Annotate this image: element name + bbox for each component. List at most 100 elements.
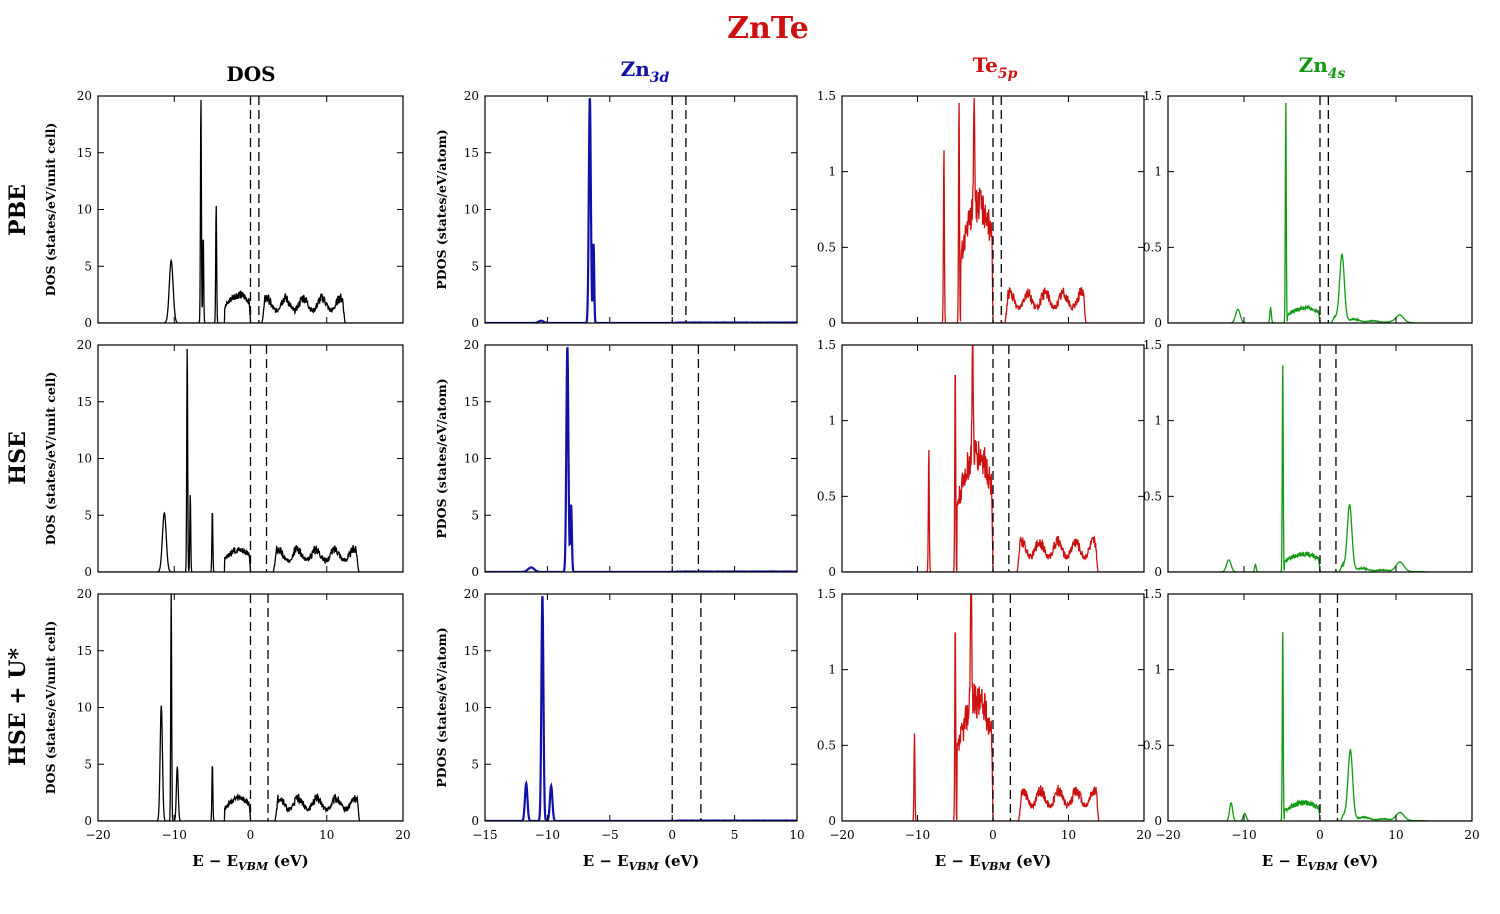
dos-curve — [485, 347, 797, 572]
column-header-dos: DOS — [226, 62, 275, 86]
column-header-zn4s-sub: 4s — [1328, 66, 1346, 82]
dos-curve — [1168, 365, 1472, 572]
y-tick-label: 1.5 — [817, 338, 836, 352]
y-tick-label: 5 — [471, 508, 479, 522]
y-tick-label: 0 — [471, 565, 479, 579]
panel-dos-0: 0 5 10 15 20 DOS (states/eV/unit cell) — [43, 89, 404, 330]
y-axis-label: PDOS (states/eV/atom) — [434, 378, 449, 538]
dos-curve — [98, 594, 403, 821]
panel-frame — [484, 95, 798, 324]
y-tick-label: 20 — [464, 587, 479, 601]
y-tick-label: 0 — [828, 316, 836, 330]
column-header-zn4s-main: Zn — [1299, 53, 1329, 77]
y-tick-label: 5 — [471, 259, 479, 273]
column-header-te5p-main: Te — [973, 53, 998, 77]
panel-dos-2: 0 5 10 15 20 −20 −10 0 10 20 DOS (states/eV/unit c… — [43, 587, 411, 873]
y-axis-label: PDOS (states/eV/atom) — [434, 627, 449, 787]
panel-zn3d-1: 0 5 10 15 20 PDOS (states/eV/atom) — [434, 338, 798, 579]
x-axis-label: E − EVBM (eV) — [583, 852, 700, 873]
x-tick-label: −20 — [829, 828, 854, 842]
y-tick-label: 20 — [77, 338, 92, 352]
y-tick-label: 15 — [464, 644, 479, 658]
y-axis-label: DOS (states/eV/unit cell) — [43, 372, 58, 546]
panel-frame — [484, 344, 798, 573]
y-tick-label: 0 — [471, 814, 479, 828]
x-tick-label: −20 — [1155, 828, 1180, 842]
y-tick-label: 10 — [464, 452, 479, 466]
dos-curve — [485, 596, 797, 821]
y-tick-label: 15 — [77, 146, 92, 160]
y-tick-label: 0 — [1154, 565, 1162, 579]
column-header-zn3d-main: Zn — [621, 57, 651, 81]
x-tick-label: 20 — [1136, 828, 1151, 842]
x-tick-label: 20 — [395, 828, 410, 842]
dos-curve — [842, 594, 1144, 821]
x-tick-label: 10 — [789, 828, 804, 842]
panel-te5p-1: 0 0.5 1 1.5 — [817, 338, 1145, 579]
dos-curve — [98, 348, 403, 572]
panel-frame — [484, 593, 798, 822]
y-tick-label: 0.5 — [1143, 240, 1162, 254]
y-axis-label: DOS (states/eV/unit cell) — [43, 621, 58, 795]
panel-zn3d-0: 0 5 10 15 20 PDOS (states/eV/atom) — [434, 89, 798, 330]
y-tick-label: 15 — [77, 644, 92, 658]
x-axis-label: E − EVBM (eV) — [935, 852, 1052, 873]
x-tick-label: 20 — [1464, 828, 1479, 842]
x-tick-label: −20 — [85, 828, 110, 842]
row-label-hse: HSE — [5, 431, 31, 484]
y-tick-label: 5 — [84, 757, 92, 771]
y-tick-label: 10 — [77, 701, 92, 715]
panel-zn4s-1: 0 0.5 1 1.5 — [1143, 338, 1473, 579]
y-tick-label: 1 — [828, 663, 836, 677]
y-tick-label: 0 — [1154, 814, 1162, 828]
column-header-te5p-sub: 5p — [998, 66, 1018, 82]
x-axis-label: E − EVBM (eV) — [192, 852, 309, 873]
column-header-te5p: Te5p — [973, 53, 1018, 82]
x-tick-label: 0 — [247, 828, 255, 842]
y-tick-label: 0 — [471, 316, 479, 330]
y-tick-label: 10 — [77, 203, 92, 217]
y-tick-label: 1 — [1154, 414, 1162, 428]
y-axis-label: PDOS (states/eV/atom) — [434, 129, 449, 289]
panel-zn4s-0: 0 0.5 1 1.5 — [1143, 89, 1473, 330]
panel-te5p-0: 0 0.5 1 1.5 — [817, 89, 1145, 330]
y-tick-label: 0.5 — [817, 240, 836, 254]
column-header-zn4s: Zn4s — [1299, 53, 1346, 82]
y-tick-label: 0 — [84, 814, 92, 828]
y-tick-label: 20 — [464, 338, 479, 352]
x-tick-label: −10 — [905, 828, 930, 842]
y-tick-label: 10 — [464, 701, 479, 715]
y-tick-label: 1.5 — [817, 89, 836, 103]
x-tick-label: 0 — [668, 828, 676, 842]
y-tick-label: 1.5 — [817, 587, 836, 601]
x-tick-label: −10 — [162, 828, 187, 842]
y-tick-label: 0.5 — [817, 489, 836, 503]
row-label-hse-u: HSE + U* — [5, 648, 31, 766]
y-tick-label: 0.5 — [1143, 738, 1162, 752]
y-tick-label: 0 — [828, 565, 836, 579]
dos-curve — [842, 345, 1144, 572]
panel-zn4s-2: 0 0.5 1 1.5 −20 −10 0 10 20 E − EVBM (eV) — [1143, 587, 1480, 873]
column-header-zn3d: Zn3d — [621, 57, 670, 86]
panel-te5p-2: 0 0.5 1 1.5 −20 −10 0 10 20 E − EVBM (eV) — [817, 587, 1152, 873]
y-tick-label: 5 — [84, 259, 92, 273]
dos-curve — [485, 98, 797, 323]
x-tick-label: −15 — [472, 828, 497, 842]
y-tick-label: 0.5 — [817, 738, 836, 752]
y-tick-label: 20 — [77, 89, 92, 103]
x-tick-label: −10 — [535, 828, 560, 842]
y-tick-label: 20 — [464, 89, 479, 103]
x-tick-label: 10 — [1061, 828, 1076, 842]
column-header-dos-main: DOS — [226, 62, 275, 86]
y-tick-label: 1.5 — [1143, 89, 1162, 103]
y-tick-label: 20 — [77, 587, 92, 601]
y-tick-label: 1 — [1154, 663, 1162, 677]
y-tick-label: 1.5 — [1143, 338, 1162, 352]
panel-dos-1: 0 5 10 15 20 DOS (states/eV/unit cell) — [43, 338, 404, 579]
x-tick-label: 10 — [1388, 828, 1403, 842]
y-tick-label: 0 — [828, 814, 836, 828]
x-axis-label: E − EVBM (eV) — [1262, 852, 1379, 873]
y-tick-label: 0 — [84, 316, 92, 330]
y-axis-label: DOS (states/eV/unit cell) — [43, 123, 58, 297]
